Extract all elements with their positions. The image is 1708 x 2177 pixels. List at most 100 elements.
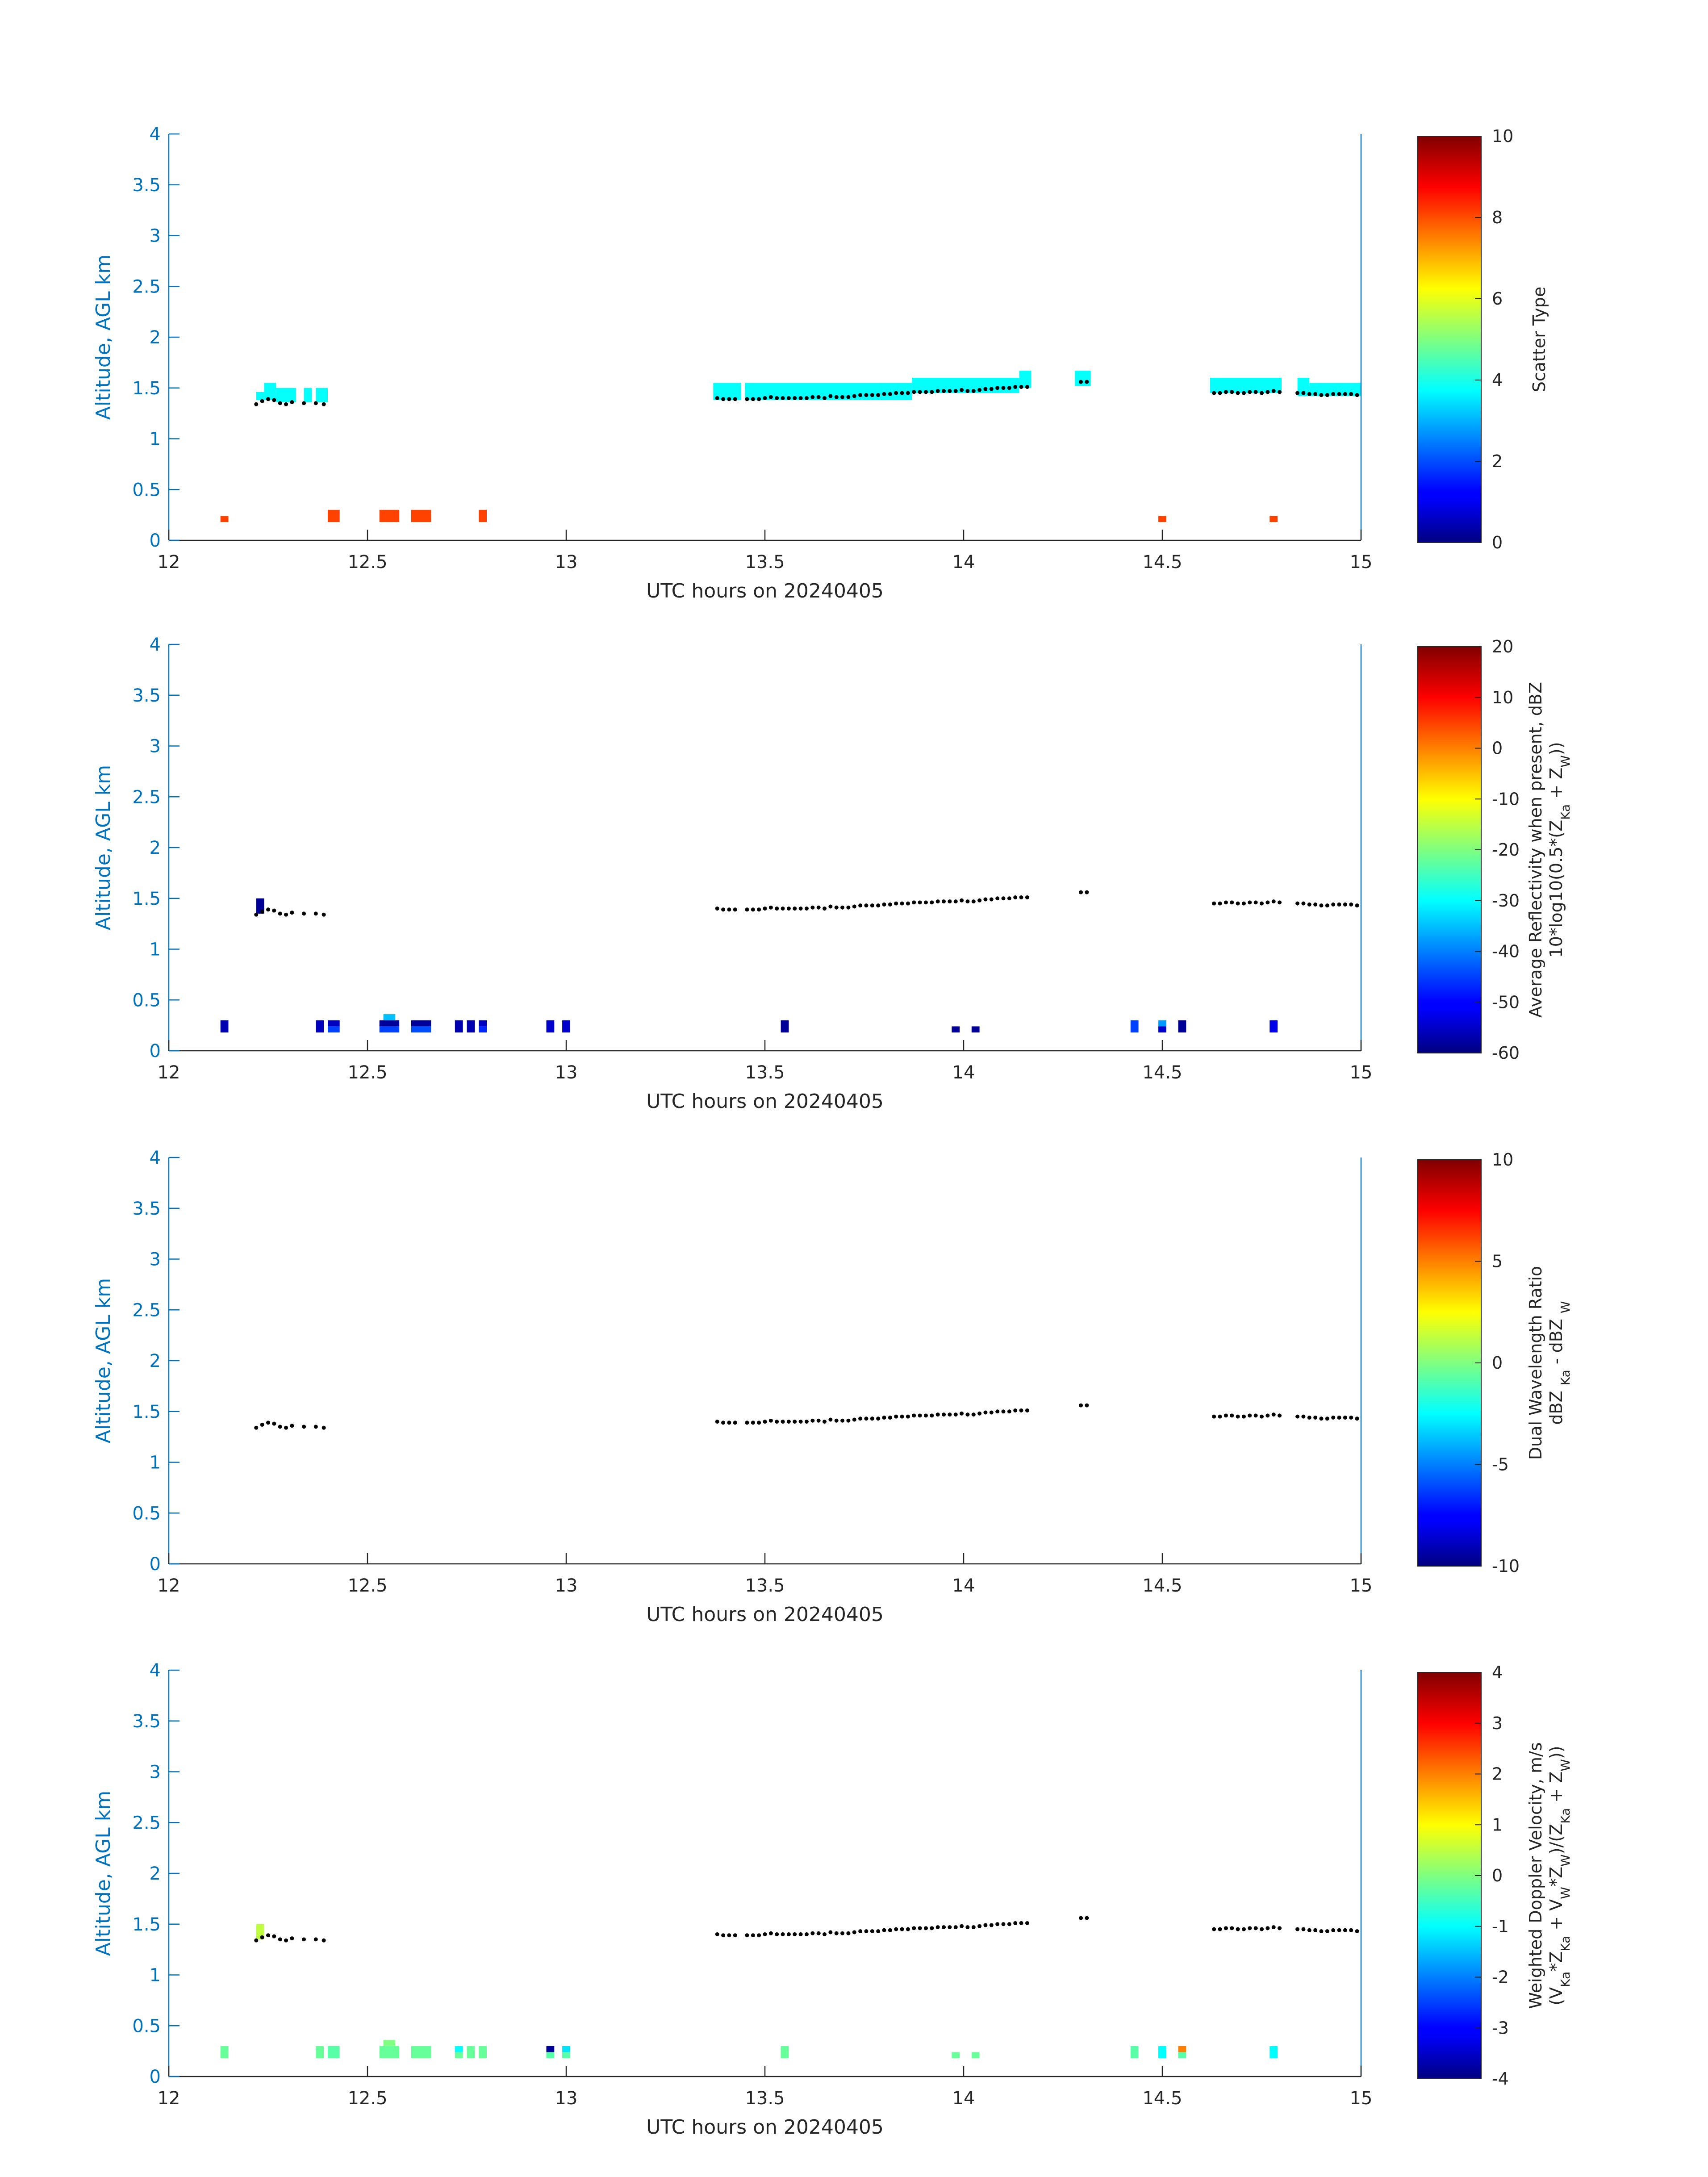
cloud-base-dot bbox=[1013, 895, 1018, 899]
cloud-base-dot bbox=[810, 1418, 815, 1423]
colorbar-tick-label: 4 bbox=[1492, 370, 1503, 390]
x-tick-label: 14 bbox=[952, 2088, 975, 2109]
heatmap-cell bbox=[1178, 2046, 1186, 2052]
cloud-base-dot bbox=[923, 390, 928, 394]
cloud-base-dot bbox=[804, 1420, 809, 1424]
cloud-base-dot bbox=[751, 1421, 755, 1425]
colorbar-tick-label: 2 bbox=[1492, 451, 1503, 471]
heatmap-cell bbox=[952, 1026, 960, 1033]
cloud-base-dot bbox=[1349, 1415, 1353, 1420]
x-tick-label: 14 bbox=[952, 1575, 975, 1596]
cloud-base-dot bbox=[840, 1418, 845, 1423]
cloud-base-dot bbox=[1337, 392, 1341, 396]
cloud-base-dot bbox=[1013, 384, 1018, 389]
cloud-base-dot bbox=[1271, 899, 1276, 904]
cloud-base-dot bbox=[1001, 1922, 1006, 1926]
cloud-base-dot bbox=[745, 1421, 749, 1425]
cloud-base-dot bbox=[786, 1420, 791, 1424]
cloud-base-dot bbox=[1349, 902, 1353, 907]
cloud-base-dot bbox=[935, 1925, 940, 1930]
cloud-base-dot bbox=[989, 897, 994, 902]
y-tick-label: 2.5 bbox=[132, 787, 161, 807]
cloud-base-dot bbox=[923, 1926, 928, 1930]
cloud-base-dot bbox=[1007, 1409, 1011, 1414]
colorbar-tick-label: 10 bbox=[1492, 126, 1513, 146]
heatmap-cell bbox=[316, 2046, 324, 2059]
cloud-base-dot bbox=[1278, 1926, 1282, 1930]
cloud-base-dot bbox=[1355, 393, 1359, 397]
y-tick-label: 2 bbox=[150, 838, 161, 858]
colorbar-tick-label: 2 bbox=[1492, 1764, 1503, 1784]
x-tick-label: 12 bbox=[158, 2088, 180, 2109]
cloud-base-dot bbox=[768, 905, 773, 910]
cloud-base-dot bbox=[751, 1933, 755, 1938]
x-tick-label: 15 bbox=[1350, 1062, 1373, 1083]
cloud-base-dot bbox=[1212, 901, 1216, 906]
cloud-base-dot bbox=[768, 1418, 773, 1423]
cloud-base-dot bbox=[960, 1924, 964, 1928]
cloud-base-dot bbox=[798, 1420, 803, 1424]
cloud-base-dot bbox=[965, 389, 970, 393]
heatmap-cell bbox=[379, 2046, 400, 2059]
heatmap-cell bbox=[328, 2046, 340, 2059]
colorbar: 10 5 0 -5 -10 Dual Wavelength RatiodBZ Ka - … bbox=[1417, 1150, 1573, 1576]
y-tick-label: 1.5 bbox=[132, 1402, 161, 1422]
cloud-base-dot bbox=[1307, 1928, 1311, 1932]
cloud-base-dot bbox=[858, 1417, 863, 1421]
cloud-base-dot bbox=[953, 1925, 958, 1930]
cloud-base-dot bbox=[977, 1924, 982, 1928]
cloud-base-dot bbox=[828, 904, 833, 909]
colorbar-tick-label: -40 bbox=[1492, 942, 1520, 961]
cloud-base-dot bbox=[1265, 900, 1270, 905]
cloud-base-dot bbox=[1313, 1928, 1318, 1932]
heatmap-cell bbox=[546, 2052, 555, 2059]
cloud-base-dot bbox=[1230, 1413, 1234, 1418]
x-tick-label: 14.5 bbox=[1142, 1575, 1182, 1596]
cloud-base-dot bbox=[768, 1931, 773, 1935]
cloud-base-dot bbox=[846, 1418, 851, 1423]
cloud-base-dot bbox=[1343, 392, 1347, 396]
cloud-base-dot bbox=[1278, 1413, 1282, 1418]
cloud-base-dot bbox=[912, 900, 916, 905]
colorbar-gradient bbox=[1417, 136, 1482, 543]
cloud-base-dot bbox=[290, 1424, 294, 1428]
cloud-base-dot bbox=[834, 395, 839, 399]
cloud-base-dot bbox=[900, 1927, 904, 1931]
cloud-base-dot bbox=[798, 907, 803, 911]
x-axis-label: UTC hours on 20240405 bbox=[646, 2116, 884, 2139]
cloud-base-dot bbox=[284, 402, 288, 406]
cloud-base-dot bbox=[1325, 903, 1329, 908]
y-tick-label: 1.5 bbox=[132, 1914, 161, 1935]
x-tick-label: 12.5 bbox=[347, 1062, 387, 1083]
colorbar-label: Weighted Doppler Velocity, m/s(VKa*ZKa +… bbox=[1526, 1742, 1573, 2009]
x-axis-ticks: 12 12.5 13 13.5 14 14.5 15 bbox=[158, 1040, 1373, 1083]
cloud-base-dot bbox=[1253, 1926, 1258, 1930]
y-tick-label: 2 bbox=[150, 327, 161, 348]
cloud-base-dot bbox=[983, 387, 988, 391]
y-axis-ticks: 0 0.5 1 1.5 2 2.5 3 3.5 4 bbox=[132, 635, 180, 1061]
cloud-base-dot bbox=[1319, 1929, 1324, 1934]
cloud-base-dot bbox=[864, 903, 869, 908]
heatmap-cell bbox=[1130, 1020, 1139, 1033]
heatmap-cell bbox=[411, 1020, 431, 1027]
cloud-base-dot bbox=[804, 907, 809, 911]
cloud-base-dot bbox=[254, 402, 259, 406]
y-tick-label: 3.5 bbox=[132, 175, 161, 196]
cloud-base-dot bbox=[278, 1937, 282, 1942]
colorbar-tick-label: -20 bbox=[1492, 840, 1520, 860]
cloud-base-dot bbox=[846, 905, 851, 910]
cloud-base-dot bbox=[733, 907, 737, 912]
cloud-base-dot bbox=[840, 1931, 845, 1935]
heatmap-cell bbox=[383, 1014, 396, 1020]
cloud-base-dot bbox=[816, 905, 821, 910]
heatmap-cell bbox=[562, 2046, 570, 2052]
cloud-base-dot bbox=[870, 903, 874, 908]
heatmap-cell bbox=[912, 378, 1019, 393]
cloud-base-dot bbox=[1001, 1409, 1006, 1414]
cloud-base-dot bbox=[781, 396, 785, 400]
cloud-base-dot bbox=[278, 911, 282, 916]
colorbar-tick-label: 8 bbox=[1492, 208, 1503, 227]
cloud-base-dot bbox=[953, 389, 958, 393]
cloud-base-dot bbox=[721, 1421, 726, 1425]
cloud-base-dot bbox=[1079, 1916, 1083, 1920]
